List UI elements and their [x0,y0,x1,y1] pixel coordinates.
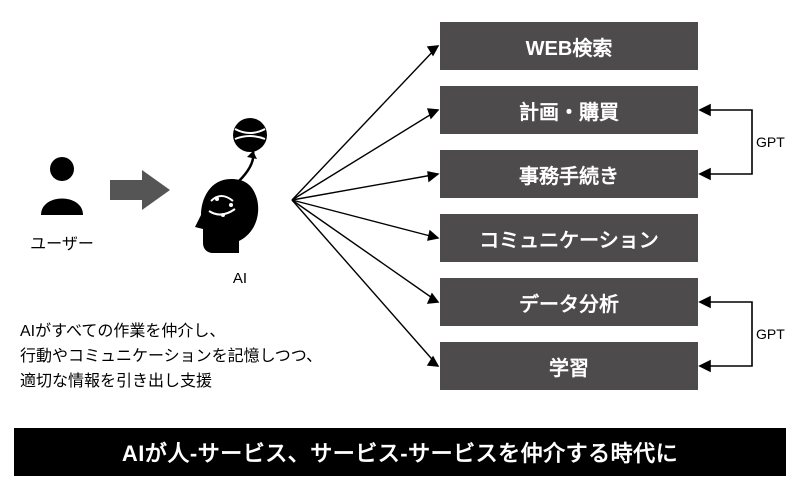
service-box: 事務手続き [440,150,698,198]
gpt-label: GPT [756,134,785,150]
service-box: コミュニケーション [440,214,698,262]
banner: AIが人-サービス、サービス-サービスを仲介する時代に [14,428,786,476]
services-column: WEB検索 計画・購買 事務手続き コミュニケーション データ分析 学習 [440,22,698,406]
description-line: 適切な情報を引き出し支援 [20,370,400,395]
user-label: ユーザー [20,230,104,254]
ai-label: AI [215,270,265,287]
gpt-label: GPT [756,326,785,342]
service-label: 事務手続き [519,160,619,189]
service-label: データ分析 [519,288,619,317]
service-box: WEB検索 [440,22,698,70]
service-box: 学習 [440,342,698,390]
ai-icon [195,115,285,255]
description-text: AIがすべての作業を仲介し、 行動やコミュニケーションを記憶しつつ、 適切な情報… [20,320,400,394]
banner-text: AIが人-サービス、サービス-サービスを仲介する時代に [122,436,678,468]
description-line: AIがすべての作業を仲介し、 [20,320,400,345]
service-label: コミュニケーション [479,224,659,253]
service-label: 計画・購買 [519,96,619,125]
service-box: 計画・購買 [440,86,698,134]
service-label: WEB検索 [526,32,613,61]
user-icon [35,155,89,215]
service-box: データ分析 [440,278,698,326]
description-line: 行動やコミュニケーションを記憶しつつ、 [20,345,400,370]
flow-arrow-icon [110,170,170,210]
service-label: 学習 [549,352,589,381]
